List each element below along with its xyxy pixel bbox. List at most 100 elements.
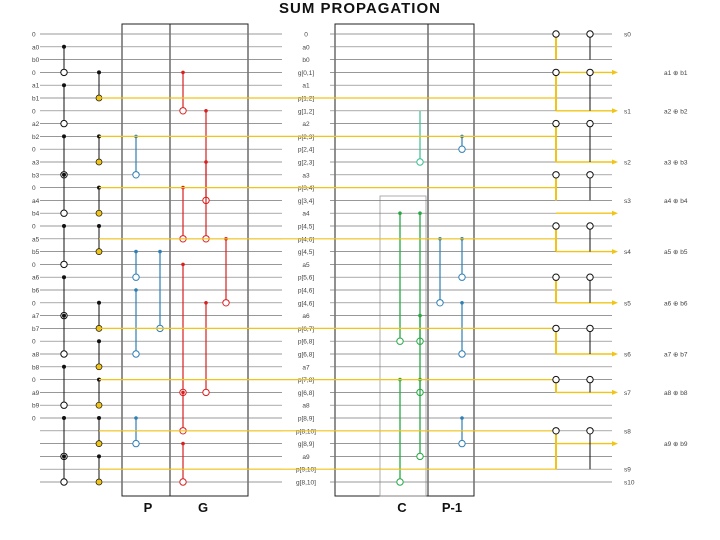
pinv-gate-target xyxy=(458,350,466,358)
left-wire-label: 0 xyxy=(32,262,36,269)
left-wire-label: b9 xyxy=(32,403,40,410)
output-gate-xor xyxy=(586,68,594,77)
left-wire-label: b5 xyxy=(32,249,40,256)
xor-annotation: a2 ⊕ b2 xyxy=(664,108,688,115)
sum-label-s8: s8 xyxy=(624,428,631,435)
section-box-1 xyxy=(121,23,249,497)
p-gate-dot xyxy=(134,249,138,254)
left-wire-label: a9 xyxy=(32,390,40,397)
left-wire-label: 0 xyxy=(32,224,36,231)
input-and-target xyxy=(95,248,103,255)
sum-output-arrow xyxy=(612,69,618,75)
output-gate-xor xyxy=(552,30,560,38)
sum-label-s2: s2 xyxy=(624,160,631,167)
middle-wire-label: p[8,9] xyxy=(298,416,314,423)
middle-wire-label: a5 xyxy=(302,262,310,269)
middle-wire-label: g[4,5] xyxy=(298,249,314,256)
middle-wire-label: p[7,8] xyxy=(298,377,314,384)
g-gate-target xyxy=(222,299,230,307)
g-gate-dot xyxy=(181,262,185,267)
g-gate-dot xyxy=(181,441,185,446)
sum-label-s1: s1 xyxy=(624,108,631,115)
input-gate-dot xyxy=(62,44,66,49)
output-gate-xor xyxy=(586,324,594,333)
input-and-dot xyxy=(97,224,101,228)
c-block-outline xyxy=(379,195,427,497)
middle-wire-label: g[0,1] xyxy=(298,70,314,77)
g-gate-dot xyxy=(204,301,208,305)
pinv-gate-dot xyxy=(460,301,464,305)
output-gate-xor xyxy=(586,273,594,281)
input-gate-xor xyxy=(60,260,68,269)
sum-output-arrow xyxy=(612,159,618,165)
left-wire-label: a1 xyxy=(32,83,40,90)
left-wire-label: a3 xyxy=(32,160,40,167)
output-gate-xor xyxy=(586,119,594,128)
input-gate-dot xyxy=(62,416,66,420)
output-gate-xor xyxy=(586,30,594,38)
pinv-gate-target xyxy=(458,273,466,281)
output-gate-xor xyxy=(552,119,560,128)
middle-wire-label: g[8,9] xyxy=(298,441,314,448)
c-gate-target xyxy=(396,478,404,486)
input-gate-xor xyxy=(60,68,68,77)
middle-wire-label: p[2,4] xyxy=(298,147,314,154)
input-gate-xor xyxy=(60,209,68,217)
left-wire-label: 0 xyxy=(32,339,36,346)
pinv-gate-target xyxy=(458,439,466,448)
xor-annotation: a8 ⊕ b8 xyxy=(664,390,688,397)
input-gate-xor xyxy=(60,350,68,358)
input-and-target xyxy=(95,209,103,217)
middle-wire-label: p[5,6] xyxy=(298,275,314,282)
xor-annotation: a6 ⊕ b6 xyxy=(664,300,688,307)
left-wire-label: 0 xyxy=(32,300,36,307)
xor-annotation: a1 ⊕ b1 xyxy=(664,70,688,77)
xor-annotation: a4 ⊕ b4 xyxy=(664,198,688,205)
sum-output-arrow xyxy=(612,389,618,395)
xor-annotation: a9 ⊕ b9 xyxy=(664,441,688,448)
input-and-target xyxy=(95,478,103,486)
output-gate-xor xyxy=(552,324,560,333)
sum-output-arrow xyxy=(612,108,618,114)
left-wire-label: 0 xyxy=(32,416,36,423)
c-gate-target xyxy=(416,158,424,166)
c-gate-target xyxy=(416,452,424,461)
left-wire-label: b3 xyxy=(32,172,40,179)
p-gate-dot xyxy=(134,416,138,420)
g-gate-target xyxy=(179,107,187,115)
middle-wire-label: g[4,6] xyxy=(298,300,314,307)
input-and-dot xyxy=(97,416,101,420)
xor-annotation: a3 ⊕ b3 xyxy=(664,160,688,167)
sum-output-arrow xyxy=(612,351,618,357)
g-gate-dot xyxy=(181,70,185,75)
middle-wire-label: b0 xyxy=(302,57,310,64)
middle-wire-label: a0 xyxy=(302,44,310,51)
middle-wire-label: a4 xyxy=(302,211,310,218)
output-gate-xor xyxy=(552,68,560,77)
left-wire-label: b6 xyxy=(32,288,40,295)
input-gate-dot xyxy=(62,313,66,318)
output-gate-xor xyxy=(552,427,560,435)
middle-wire-label: 0 xyxy=(304,32,308,39)
block-label-C: C xyxy=(397,500,407,515)
sum-output-arrow xyxy=(612,441,618,447)
middle-wire-label: p[6,8] xyxy=(298,339,314,346)
input-and-target xyxy=(95,401,103,409)
input-and-dot xyxy=(97,339,101,344)
input-gate-dot xyxy=(62,134,66,139)
c-gate-dot xyxy=(398,211,402,215)
g-gate-dot xyxy=(204,160,208,164)
left-wire-label: a6 xyxy=(32,275,40,282)
left-wire-label: 0 xyxy=(32,377,36,384)
input-gate-xor xyxy=(60,119,68,128)
input-gate-dot xyxy=(62,172,66,177)
output-gate-xor xyxy=(552,222,560,230)
middle-wire-label: p[6,7] xyxy=(298,326,314,333)
c-gate-dot xyxy=(418,313,422,318)
middle-wire-label: p[4,6] xyxy=(298,288,314,295)
sum-label-s6: s6 xyxy=(624,352,631,359)
p-gate-target xyxy=(132,171,140,179)
input-gate-dot xyxy=(62,275,66,280)
input-and-target xyxy=(95,440,103,447)
